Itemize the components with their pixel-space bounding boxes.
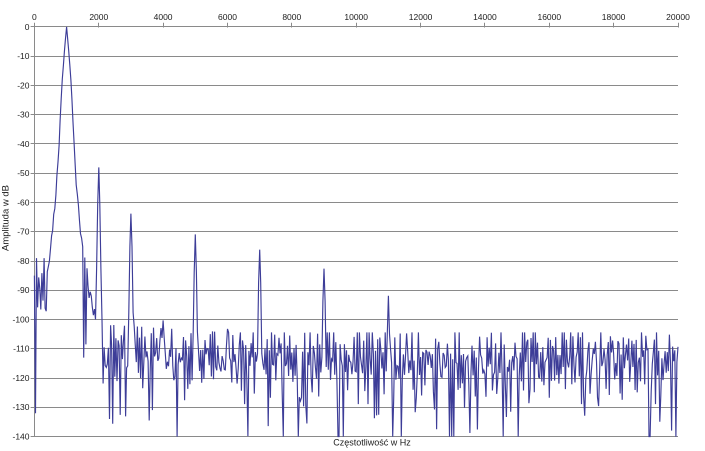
svg-text:-90: -90 — [17, 285, 30, 295]
svg-text:8000: 8000 — [282, 12, 301, 22]
svg-text:16000: 16000 — [537, 12, 561, 22]
svg-text:14000: 14000 — [473, 12, 497, 22]
svg-text:-140: -140 — [12, 432, 29, 442]
svg-text:Częstotliwość w Hz: Częstotliwość w Hz — [333, 438, 411, 448]
svg-text:-120: -120 — [12, 373, 29, 383]
svg-text:-20: -20 — [17, 80, 30, 90]
svg-text:-10: -10 — [17, 51, 30, 61]
svg-text:0: 0 — [25, 22, 30, 32]
svg-text:-80: -80 — [17, 256, 30, 266]
svg-text:10000: 10000 — [344, 12, 368, 22]
svg-text:-60: -60 — [17, 197, 30, 207]
svg-text:18000: 18000 — [602, 12, 626, 22]
svg-text:0: 0 — [32, 12, 37, 22]
svg-text:-70: -70 — [17, 227, 30, 237]
svg-text:4000: 4000 — [154, 12, 173, 22]
svg-text:-100: -100 — [12, 314, 29, 324]
svg-text:Amplituda w dB: Amplituda w dB — [1, 185, 12, 251]
svg-text:20000: 20000 — [666, 12, 690, 22]
svg-text:-30: -30 — [17, 110, 30, 120]
svg-text:-130: -130 — [12, 402, 29, 412]
svg-text:6000: 6000 — [218, 12, 237, 22]
svg-text:-50: -50 — [17, 168, 30, 178]
svg-text:-110: -110 — [13, 344, 30, 354]
svg-text:2000: 2000 — [89, 12, 108, 22]
svg-text:12000: 12000 — [409, 12, 433, 22]
svg-text:-40: -40 — [17, 139, 30, 149]
